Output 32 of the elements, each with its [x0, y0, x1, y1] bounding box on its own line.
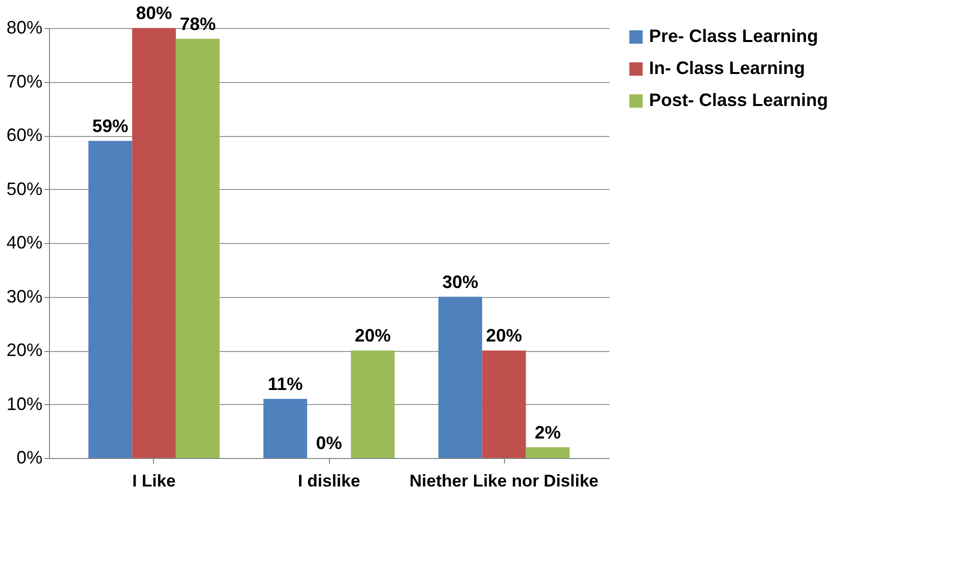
data-label: 80%	[136, 3, 172, 23]
data-label: 78%	[180, 14, 216, 34]
x-tick-label: I dislike	[298, 472, 360, 490]
y-tick-label: 80%	[6, 18, 42, 38]
bar	[132, 28, 176, 458]
x-tick-label: Niether Like nor Dislike	[410, 472, 598, 490]
legend-label: Post- Class Learning	[649, 90, 828, 110]
bar	[88, 140, 132, 458]
data-label: 20%	[486, 326, 522, 346]
data-label: 30%	[442, 272, 478, 292]
y-tick-label: 30%	[6, 286, 42, 306]
data-label: 20%	[354, 326, 391, 346]
bar	[438, 296, 482, 458]
x-tick-label: I Like	[132, 472, 176, 490]
bar	[350, 350, 395, 458]
data-label: 11%	[268, 374, 303, 394]
legend-label: Pre- Class Learning	[649, 26, 818, 46]
legend-label: In- Class Learning	[649, 58, 806, 78]
y-tick-label: 70%	[6, 71, 42, 92]
data-label: 0%	[316, 433, 342, 453]
bar	[176, 38, 220, 458]
y-tick-label: 40%	[6, 232, 42, 252]
bar	[526, 447, 570, 458]
data-label: 2%	[534, 422, 561, 442]
y-tick-label: 60%	[6, 125, 42, 145]
y-tick-label: 50%	[6, 178, 42, 199]
data-label: 59%	[92, 116, 128, 136]
y-tick-label: 0%	[16, 448, 42, 468]
y-tick-label: 10%	[6, 394, 42, 414]
bar	[263, 398, 308, 458]
y-tick-label: 20%	[6, 340, 42, 360]
bar	[482, 350, 526, 458]
